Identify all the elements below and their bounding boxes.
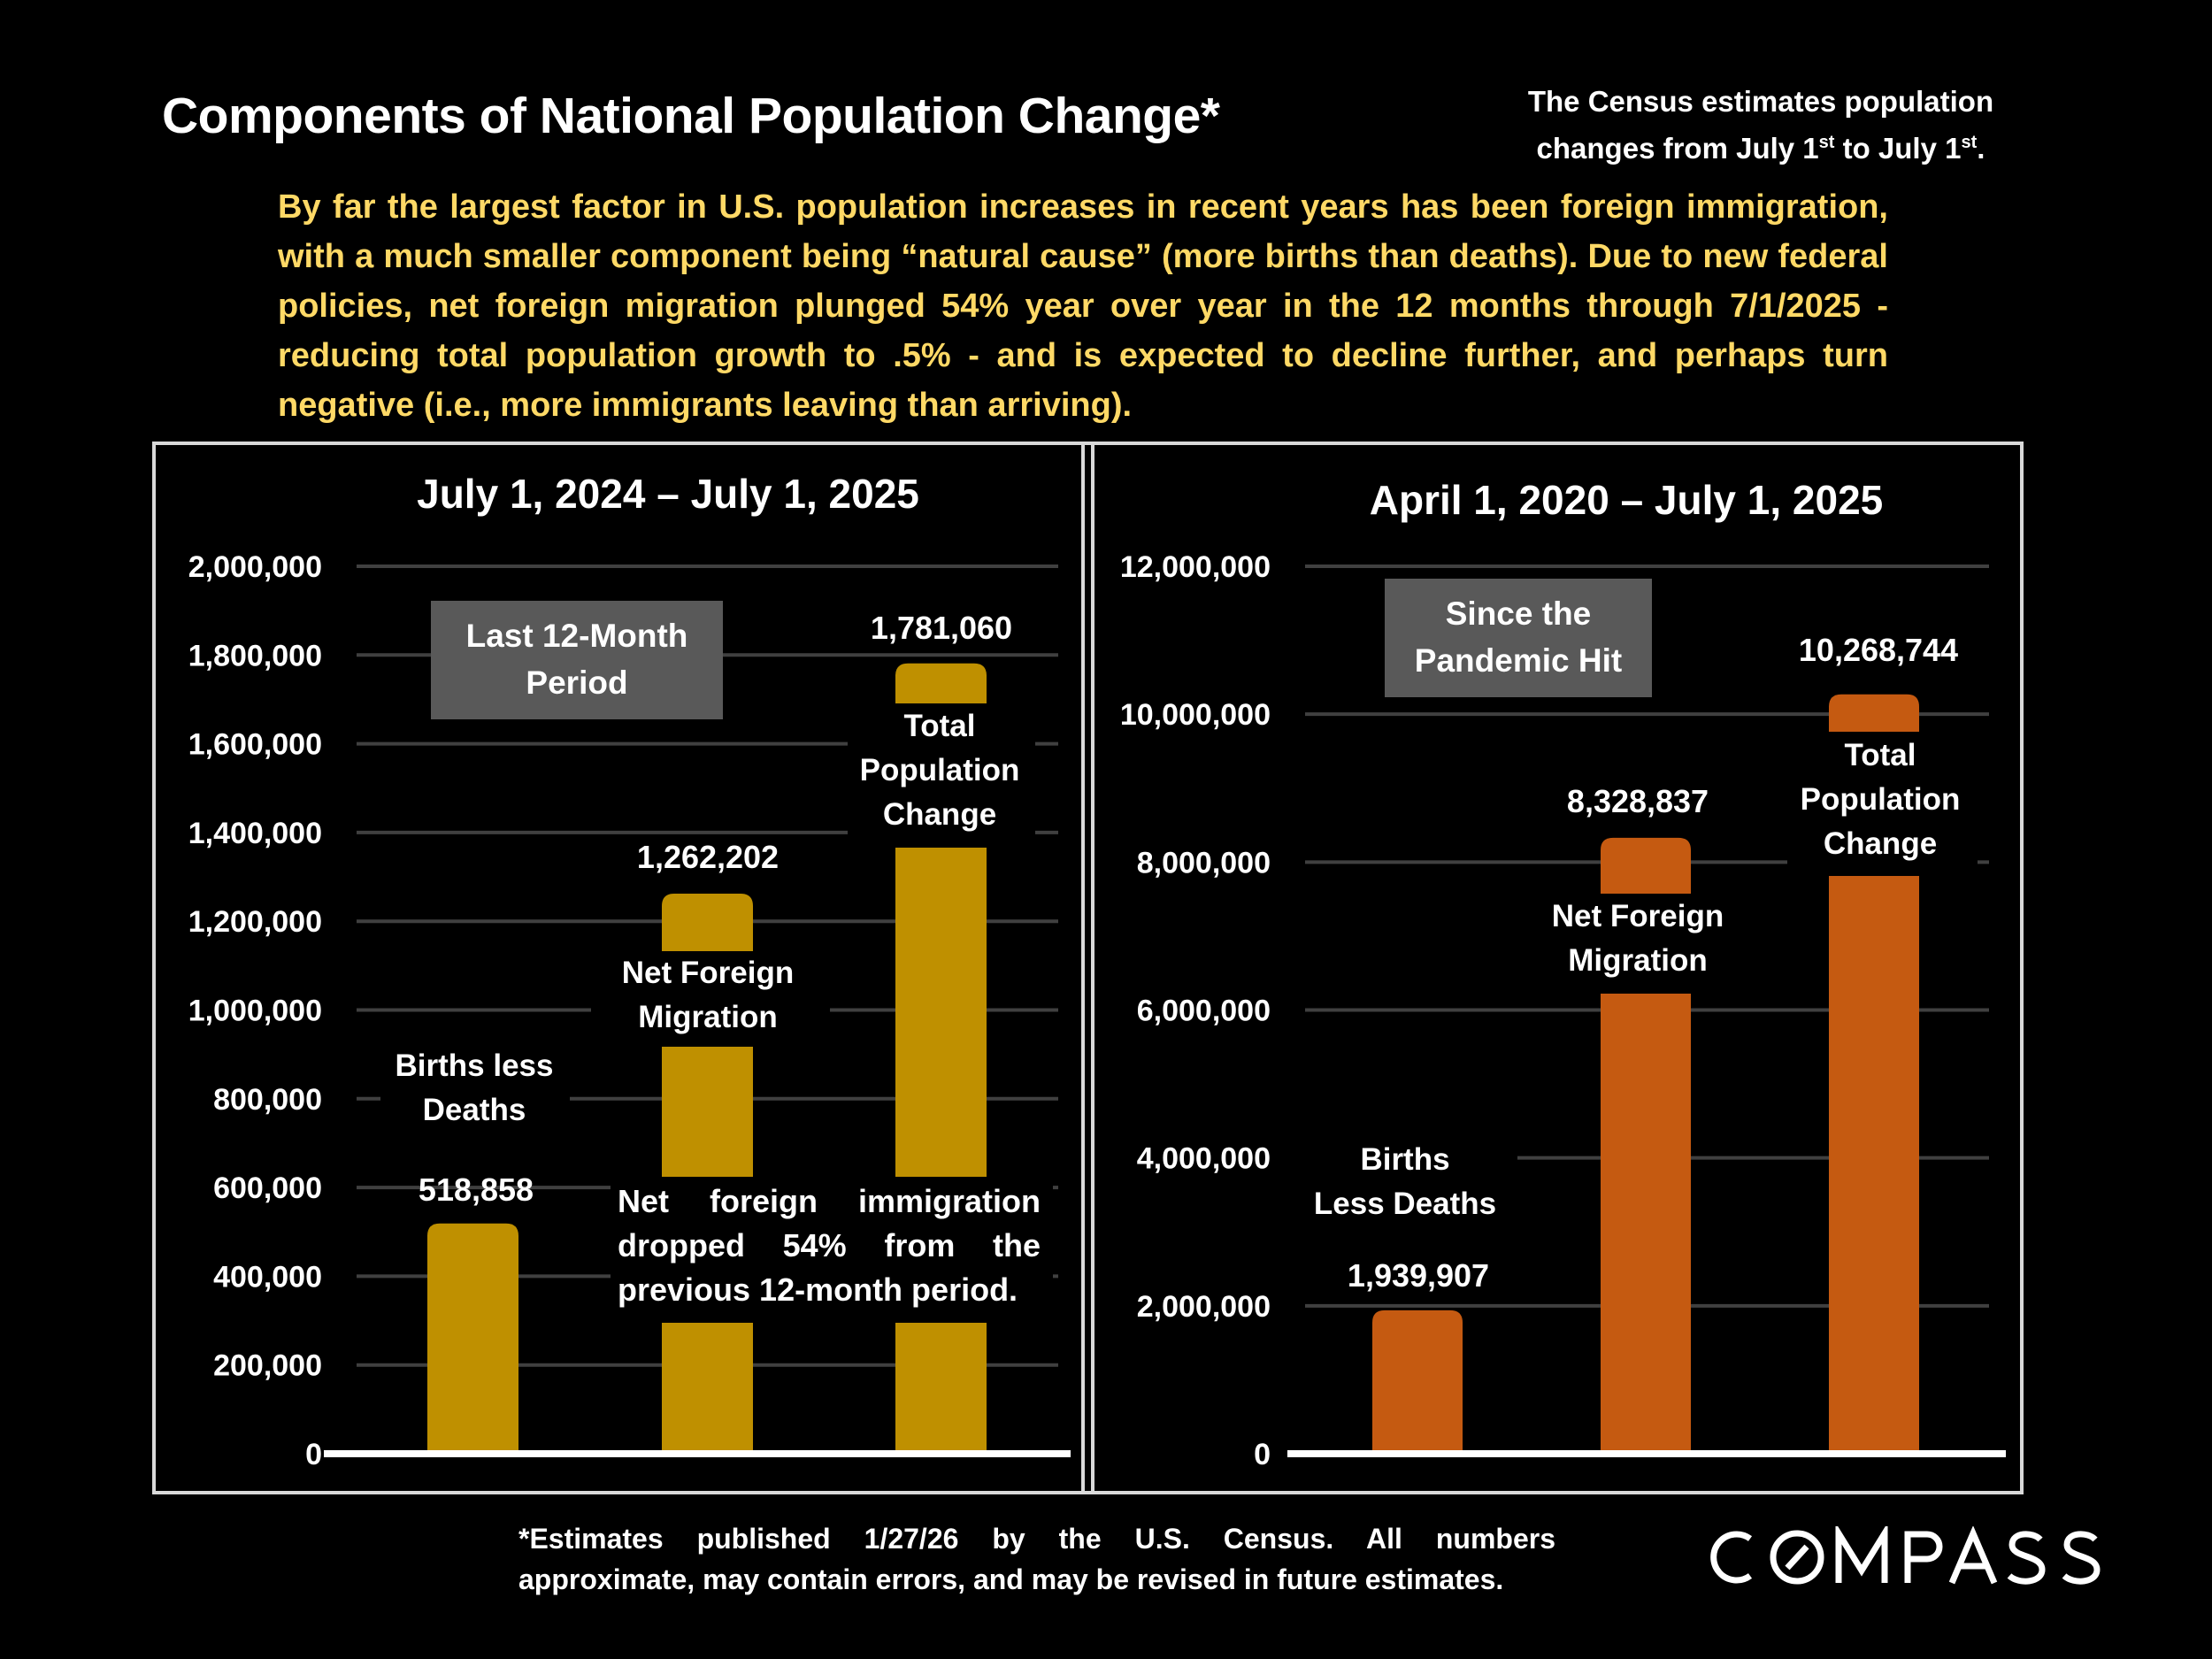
data-label: 518,858 bbox=[419, 1171, 534, 1208]
annotation-word: Net bbox=[618, 1183, 669, 1219]
y-tick-label: 12,000,000 bbox=[1120, 550, 1271, 584]
census-note-text: . bbox=[1977, 132, 1985, 165]
category-label: Migration bbox=[1568, 943, 1707, 978]
category-label: Migration bbox=[638, 1000, 777, 1034]
y-tick-label: 10,000,000 bbox=[1120, 698, 1271, 732]
category-label-background bbox=[591, 951, 830, 1047]
annotation-background bbox=[611, 1177, 1053, 1323]
category-label-background bbox=[848, 703, 1035, 848]
y-tick-label: 1,200,000 bbox=[188, 905, 322, 939]
y-tick-label: 6,000,000 bbox=[1137, 995, 1271, 1028]
census-note-text: changes from July 1 bbox=[1536, 132, 1819, 165]
category-label: Deaths bbox=[423, 1093, 526, 1127]
category-label: Change bbox=[1824, 826, 1937, 861]
bar bbox=[1372, 1310, 1463, 1454]
y-tick-label: 1,000,000 bbox=[188, 995, 322, 1028]
annotation-word: dropped bbox=[618, 1227, 745, 1263]
census-note: The Census estimates population changes … bbox=[1504, 81, 2017, 169]
period-box-label: Pandemic Hit bbox=[1415, 642, 1622, 679]
census-note-line2: changes from July 1st to July 1st. bbox=[1504, 122, 2017, 169]
annotation-word: foreign bbox=[710, 1183, 818, 1219]
period-box-label: Since the bbox=[1446, 595, 1592, 632]
data-label: 1,262,202 bbox=[637, 839, 779, 875]
category-label: Net Foreign bbox=[1552, 899, 1724, 933]
y-tick-label: 8,000,000 bbox=[1137, 846, 1271, 879]
annotation-word: the bbox=[993, 1227, 1041, 1263]
charts-frame bbox=[152, 442, 2024, 1494]
category-label-background bbox=[1522, 894, 1778, 994]
period-box bbox=[1385, 579, 1652, 697]
logo-letter-a bbox=[1948, 1526, 1998, 1585]
annotation-word: immigration bbox=[858, 1183, 1041, 1219]
superscript: st bbox=[1818, 133, 1835, 152]
annotation-word: 54% bbox=[783, 1227, 847, 1263]
x-axis-line bbox=[324, 1450, 1071, 1457]
y-tick-label: 1,600,000 bbox=[188, 728, 322, 762]
y-tick-label: 4,000,000 bbox=[1137, 1142, 1271, 1176]
footnote-line2: approximate, may contain errors, and may… bbox=[518, 1563, 1504, 1595]
logo-letter-m bbox=[1835, 1526, 1888, 1583]
y-tick-label: 0 bbox=[305, 1438, 322, 1471]
category-label-background bbox=[1787, 732, 1978, 876]
summary-paragraph: By far the largest factor in U.S. popula… bbox=[278, 188, 1888, 424]
bar bbox=[1829, 694, 1919, 1454]
census-note-line1: The Census estimates population bbox=[1527, 85, 1994, 118]
y-tick-label: 800,000 bbox=[213, 1083, 322, 1117]
logo-letter-p bbox=[1904, 1531, 1943, 1583]
y-tick-label: 1,400,000 bbox=[188, 817, 322, 850]
logo-letter-s2 bbox=[2062, 1531, 2101, 1585]
category-label-background bbox=[380, 1044, 570, 1137]
y-tick-label: 1,800,000 bbox=[188, 639, 322, 672]
compass-logo bbox=[1710, 1526, 2101, 1585]
category-label: Net Foreign bbox=[622, 956, 794, 990]
data-label: 1,939,907 bbox=[1348, 1257, 1489, 1294]
period-box bbox=[431, 601, 723, 719]
y-tick-label: 0 bbox=[1254, 1438, 1271, 1471]
y-tick-label: 400,000 bbox=[213, 1260, 322, 1294]
page-title: Components of National Population Change… bbox=[162, 88, 1220, 144]
x-axis-line bbox=[1287, 1450, 2006, 1457]
panel-divider bbox=[1081, 442, 1085, 1494]
footnote: *Estimates published 1/27/26 by the U.S.… bbox=[518, 1518, 1555, 1600]
period-box-label: Period bbox=[526, 664, 627, 701]
bar bbox=[427, 1223, 518, 1454]
data-label: 10,268,744 bbox=[1799, 632, 1958, 668]
category-label: Total bbox=[903, 709, 975, 743]
logo-letter-o-icon bbox=[1770, 1530, 1824, 1585]
logo-slash bbox=[1785, 1544, 1809, 1571]
data-label: 8,328,837 bbox=[1567, 783, 1709, 819]
y-tick-label: 2,000,000 bbox=[1137, 1290, 1271, 1324]
category-label: Population bbox=[1801, 782, 1961, 817]
annotation-text: previous 12-month period. bbox=[618, 1271, 1018, 1308]
census-note-text: to July 1 bbox=[1834, 132, 1962, 165]
chart-title: April 1, 2020 – July 1, 2025 bbox=[1370, 477, 1883, 523]
category-label: Births bbox=[1360, 1142, 1449, 1177]
y-tick-label: 2,000,000 bbox=[188, 550, 322, 584]
annotation-word: from bbox=[884, 1227, 955, 1263]
chart-since-pandemic: April 1, 2020 – July 1, 2025 0 2,000,000 4,… bbox=[1120, 477, 2006, 1471]
logo-letter-s1 bbox=[2007, 1531, 2046, 1585]
category-label: Births less bbox=[396, 1048, 554, 1083]
superscript: st bbox=[1961, 133, 1978, 152]
category-label: Population bbox=[860, 753, 1020, 787]
category-label: Total bbox=[1844, 738, 1916, 772]
category-label-background bbox=[1292, 1137, 1517, 1233]
period-box-label: Last 12-Month bbox=[466, 618, 688, 654]
category-label: Change bbox=[883, 797, 996, 832]
data-label: 1,781,060 bbox=[871, 610, 1012, 646]
panel-divider bbox=[1091, 442, 1094, 1494]
logo-letter-c bbox=[1710, 1531, 1753, 1584]
chart-last-12-months: July 1, 2024 – July 1, 2025 0 200,000 400,0… bbox=[188, 471, 1071, 1471]
chart-title: July 1, 2024 – July 1, 2025 bbox=[417, 471, 919, 517]
y-tick-label: 200,000 bbox=[213, 1349, 322, 1383]
y-tick-label: 600,000 bbox=[213, 1171, 322, 1205]
footnote-line1: *Estimates published 1/27/26 by the U.S.… bbox=[518, 1523, 1555, 1555]
category-label: Less Deaths bbox=[1314, 1187, 1496, 1221]
